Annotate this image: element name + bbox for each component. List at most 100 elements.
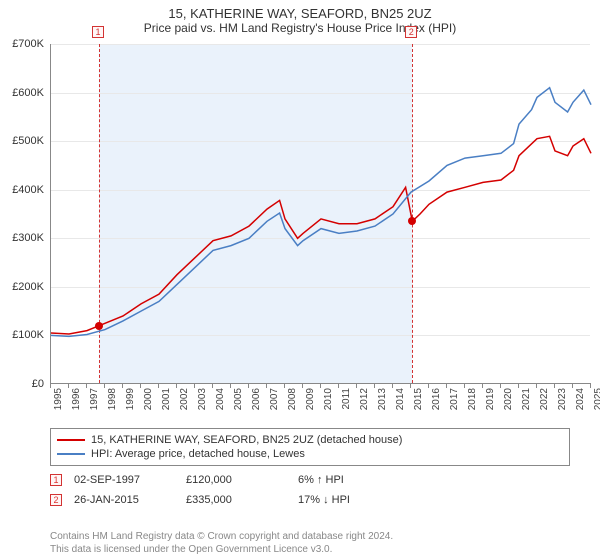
legend-swatch [57, 439, 85, 441]
x-tick-label: 2010 [323, 388, 334, 410]
x-tick-label: 2012 [359, 388, 370, 410]
x-tick-mark [158, 383, 159, 388]
series-line [51, 136, 591, 334]
x-tick-mark [320, 383, 321, 388]
legend: 15, KATHERINE WAY, SEAFORD, BN25 2UZ (de… [50, 428, 570, 466]
footer-line-1: Contains HM Land Registry data © Crown c… [50, 530, 570, 543]
sale-price: £120,000 [186, 474, 286, 486]
y-tick-label: £200K [0, 281, 44, 293]
x-tick-label: 2008 [287, 388, 298, 410]
x-tick-mark [68, 383, 69, 388]
x-tick-mark [572, 383, 573, 388]
series-line [51, 88, 591, 337]
x-tick-label: 2021 [521, 388, 532, 410]
legend-label: 15, KATHERINE WAY, SEAFORD, BN25 2UZ (de… [91, 434, 402, 446]
x-tick-label: 2022 [539, 388, 550, 410]
sale-dot [95, 322, 103, 330]
x-tick-mark [104, 383, 105, 388]
x-tick-mark [392, 383, 393, 388]
sale-marker-box: 2 [50, 494, 62, 506]
series-lines [51, 44, 591, 384]
x-tick-label: 1997 [89, 388, 100, 410]
x-tick-label: 2020 [503, 388, 514, 410]
x-tick-mark [500, 383, 501, 388]
x-tick-label: 2002 [179, 388, 190, 410]
x-tick-label: 2018 [467, 388, 478, 410]
y-tick-label: £600K [0, 87, 44, 99]
x-tick-mark [194, 383, 195, 388]
sale-marker-box: 1 [92, 26, 104, 38]
x-tick-label: 1998 [107, 388, 118, 410]
x-tick-label: 2019 [485, 388, 496, 410]
x-tick-mark [590, 383, 591, 388]
footer-line-2: This data is licensed under the Open Gov… [50, 543, 570, 556]
sale-marker-box: 1 [50, 474, 62, 486]
x-tick-mark [212, 383, 213, 388]
legend-label: HPI: Average price, detached house, Lewe… [91, 448, 305, 460]
sale-price: £335,000 [186, 494, 286, 506]
x-tick-mark [50, 383, 51, 388]
y-tick-label: £400K [0, 184, 44, 196]
x-tick-mark [374, 383, 375, 388]
x-tick-label: 2024 [575, 388, 586, 410]
x-tick-mark [482, 383, 483, 388]
y-tick-label: £500K [0, 135, 44, 147]
sale-dot [408, 217, 416, 225]
x-tick-label: 2003 [197, 388, 208, 410]
x-tick-mark [464, 383, 465, 388]
x-tick-mark [518, 383, 519, 388]
x-tick-mark [284, 383, 285, 388]
x-tick-label: 2005 [233, 388, 244, 410]
sale-delta: 17% ↓ HPI [298, 494, 398, 506]
x-tick-mark [176, 383, 177, 388]
x-tick-label: 2006 [251, 388, 262, 410]
chart-title: 15, KATHERINE WAY, SEAFORD, BN25 2UZ [0, 0, 600, 21]
x-tick-label: 2013 [377, 388, 388, 410]
x-tick-label: 2014 [395, 388, 406, 410]
chart-subtitle: Price paid vs. HM Land Registry's House … [0, 21, 600, 39]
x-tick-label: 1996 [71, 388, 82, 410]
x-tick-label: 2025 [593, 388, 600, 410]
sales-row: 2 26-JAN-2015 £335,000 17% ↓ HPI [50, 490, 570, 510]
footer: Contains HM Land Registry data © Crown c… [50, 530, 570, 556]
x-tick-mark [140, 383, 141, 388]
x-tick-label: 2011 [341, 388, 352, 410]
legend-item: 15, KATHERINE WAY, SEAFORD, BN25 2UZ (de… [57, 433, 563, 447]
plot-region [50, 44, 590, 384]
x-tick-mark [266, 383, 267, 388]
x-tick-label: 1995 [53, 388, 64, 410]
x-tick-label: 2015 [413, 388, 424, 410]
x-tick-label: 2000 [143, 388, 154, 410]
x-tick-mark [338, 383, 339, 388]
x-tick-label: 2004 [215, 388, 226, 410]
x-tick-mark [536, 383, 537, 388]
sales-table: 1 02-SEP-1997 £120,000 6% ↑ HPI 2 26-JAN-2015… [50, 470, 570, 510]
x-tick-mark [410, 383, 411, 388]
y-tick-label: £100K [0, 329, 44, 341]
sales-row: 1 02-SEP-1997 £120,000 6% ↑ HPI [50, 470, 570, 490]
x-tick-label: 2009 [305, 388, 316, 410]
legend-item: HPI: Average price, detached house, Lewe… [57, 447, 563, 461]
x-tick-mark [86, 383, 87, 388]
legend-swatch [57, 453, 85, 455]
sale-delta: 6% ↑ HPI [298, 474, 398, 486]
sale-date: 02-SEP-1997 [74, 474, 174, 486]
sale-marker-box: 2 [405, 26, 417, 38]
x-tick-mark [554, 383, 555, 388]
x-tick-label: 2023 [557, 388, 568, 410]
x-tick-mark [122, 383, 123, 388]
x-tick-label: 2017 [449, 388, 460, 410]
y-tick-label: £300K [0, 232, 44, 244]
sale-date: 26-JAN-2015 [74, 494, 174, 506]
x-tick-mark [230, 383, 231, 388]
x-tick-mark [356, 383, 357, 388]
x-tick-label: 1999 [125, 388, 136, 410]
x-tick-mark [428, 383, 429, 388]
chart-area: £0£100K£200K£300K£400K£500K£600K£700K 19… [50, 44, 590, 384]
x-tick-mark [248, 383, 249, 388]
x-tick-mark [446, 383, 447, 388]
y-tick-label: £0 [0, 378, 44, 390]
y-tick-label: £700K [0, 38, 44, 50]
x-tick-label: 2007 [269, 388, 280, 410]
x-tick-label: 2016 [431, 388, 442, 410]
